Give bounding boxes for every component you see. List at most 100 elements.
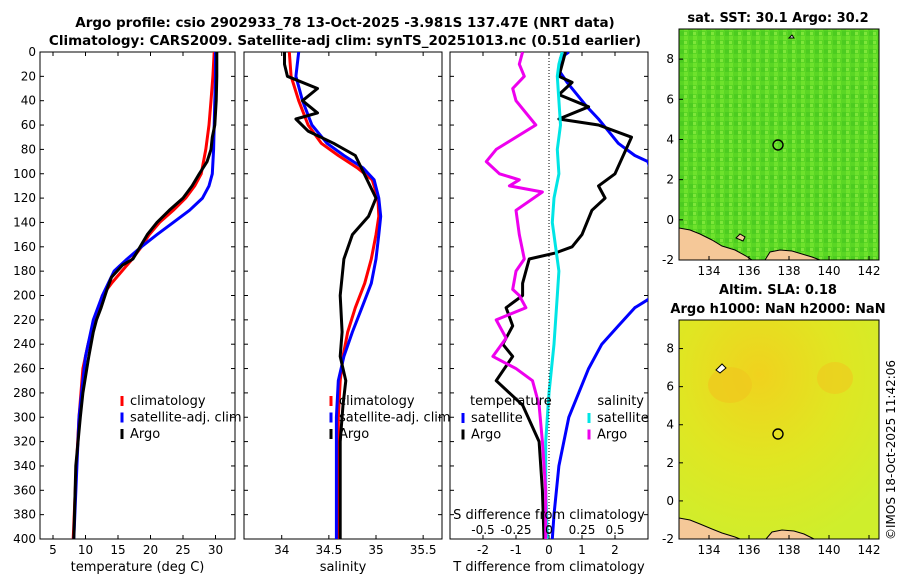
series-line-argo — [72, 52, 219, 539]
y-tick-label: 340 — [13, 459, 36, 473]
sla-map: 134 136 138 140 142 -2 0 2 4 6 8 — [662, 319, 881, 557]
temperature-diff-legend-title: temperature — [470, 394, 552, 409]
salinity-diff-legend: satellite Argo — [587, 411, 649, 443]
x-tick-label: 35 — [368, 543, 383, 557]
temperature-diff-legend: satellite Argo — [461, 411, 523, 443]
salinity-diff-legend-title: salinity — [597, 394, 644, 409]
x-tick-label: 15 — [110, 543, 125, 557]
x2-tick-label: -0.5 — [471, 523, 494, 537]
y-tick-label: 40 — [21, 94, 36, 108]
sla-map-frame — [678, 319, 880, 540]
y-tick-label: 320 — [13, 435, 36, 449]
sla-blob-west — [708, 367, 752, 403]
x2-tick-label: -0.25 — [500, 523, 531, 537]
sst-field — [679, 29, 879, 260]
series-line-argo — [283, 52, 378, 539]
legend-label: satellite — [471, 411, 523, 426]
sla-blob-east — [817, 362, 853, 394]
y-tick-label: 120 — [13, 191, 36, 205]
salinity-panel-series — [283, 52, 383, 539]
y-tick-label: 160 — [13, 240, 36, 254]
sla-land-south — [765, 529, 815, 539]
legend-label: climatology — [130, 394, 206, 409]
difference-panel: -2 -1 0 1 2 T difference from climatology S di… — [449, 51, 649, 575]
title-line-1: Argo profile: csio 2902933_78 13-Oct-202… — [75, 15, 614, 31]
x2-axis-label: S difference from climatology — [453, 508, 645, 523]
sst-map-frame — [678, 28, 880, 261]
series-line-satellite-adj-clim — [294, 52, 383, 539]
y-tick-label: 300 — [13, 410, 36, 424]
temperature-panel-series — [71, 52, 219, 539]
sla-map-title-2: Argo h1000: NaN h2000: NaN — [670, 302, 885, 317]
x-tick-label: 25 — [175, 543, 190, 557]
map-y-tick-label: 4 — [666, 132, 674, 146]
x-tick-label: 34 — [274, 543, 289, 557]
x2-tick-label: 0.5 — [605, 523, 624, 537]
series-line-climatology — [71, 52, 216, 539]
map-y-tick-label: 6 — [666, 92, 674, 106]
map-y-tick-label: 8 — [666, 342, 674, 356]
sla-map-title-1: Altim. SLA: 0.18 — [719, 283, 837, 298]
legend-label: Argo — [471, 428, 501, 443]
map-x-tick-label: 136 — [738, 543, 761, 557]
temperature-panel-frame — [39, 51, 236, 540]
y-tick-label: 80 — [21, 142, 36, 156]
x-tick-label: 0 — [545, 543, 553, 557]
x-axis-label: salinity — [320, 560, 367, 575]
sla-land-southwest — [679, 517, 741, 539]
map-y-tick-label: 4 — [666, 418, 674, 432]
legend-label: climatology — [339, 394, 415, 409]
y-tick-label: 100 — [13, 167, 36, 181]
x-tick-label: 2 — [611, 543, 619, 557]
y-tick-label: 280 — [13, 386, 36, 400]
imos-watermark: ©IMOS 18-Oct-2025 11:42:06 — [884, 360, 898, 540]
sla-argo-marker — [772, 428, 784, 440]
salinity-panel-frame — [243, 51, 443, 540]
y-tick-label: 200 — [13, 289, 36, 303]
series-line-t-argo — [494, 52, 633, 539]
y-tick-label: 180 — [13, 264, 36, 278]
sst-island — [735, 233, 746, 242]
x-tick-label: 20 — [143, 543, 158, 557]
map-x-tick-label: 142 — [858, 264, 881, 278]
y-tick-label: 220 — [13, 313, 36, 327]
map-y-tick-label: 2 — [666, 173, 674, 187]
x-axis-label: temperature (deg C) — [71, 560, 205, 575]
legend-label: Argo — [339, 427, 369, 442]
x-tick-label: 30 — [208, 543, 223, 557]
map-x-tick-label: 134 — [698, 264, 721, 278]
map-y-tick-label: 0 — [666, 494, 674, 508]
y-tick-label: 260 — [13, 362, 36, 376]
x-axis-label: T difference from climatology — [452, 560, 645, 575]
y-tick-label: 360 — [13, 483, 36, 497]
series-line-s-satellite — [544, 52, 564, 539]
y-tick-label: 400 — [13, 532, 36, 546]
series-line-satellite-adj-clim — [72, 52, 217, 539]
map-x-tick-label: 134 — [698, 543, 721, 557]
legend-label: Argo — [597, 428, 627, 443]
x-tick-label: 35.5 — [410, 543, 437, 557]
map-y-tick-label: 0 — [666, 213, 674, 227]
series-line-t-satellite — [550, 52, 648, 539]
map-y-tick-label: -2 — [662, 532, 674, 546]
x-tick-label: -1 — [510, 543, 522, 557]
legend-label: satellite — [597, 411, 649, 426]
map-x-tick-label: 142 — [858, 543, 881, 557]
y-tick-label: 380 — [13, 508, 36, 522]
map-x-tick-label: 140 — [818, 543, 841, 557]
sst-map-title: sat. SST: 30.1 Argo: 30.2 — [687, 11, 868, 26]
map-y-tick-label: -2 — [662, 253, 674, 267]
sst-island-north — [787, 34, 795, 39]
legend-label: Argo — [130, 427, 160, 442]
legend-label: satellite-adj. clim — [339, 411, 451, 426]
legend-label: satellite-adj. clim — [130, 411, 242, 426]
temperature-panel: 5 10 15 20 25 3002040608010012014016018020022… — [13, 45, 242, 575]
x-tick-label: 10 — [78, 543, 93, 557]
salinity-panel: 34 34.5 35 35.5 salinity climatology satellite… — [243, 51, 451, 575]
map-y-tick-label: 2 — [666, 456, 674, 470]
x2-tick-label: 0 — [545, 523, 553, 537]
x2-tick-label: 0.25 — [569, 523, 596, 537]
